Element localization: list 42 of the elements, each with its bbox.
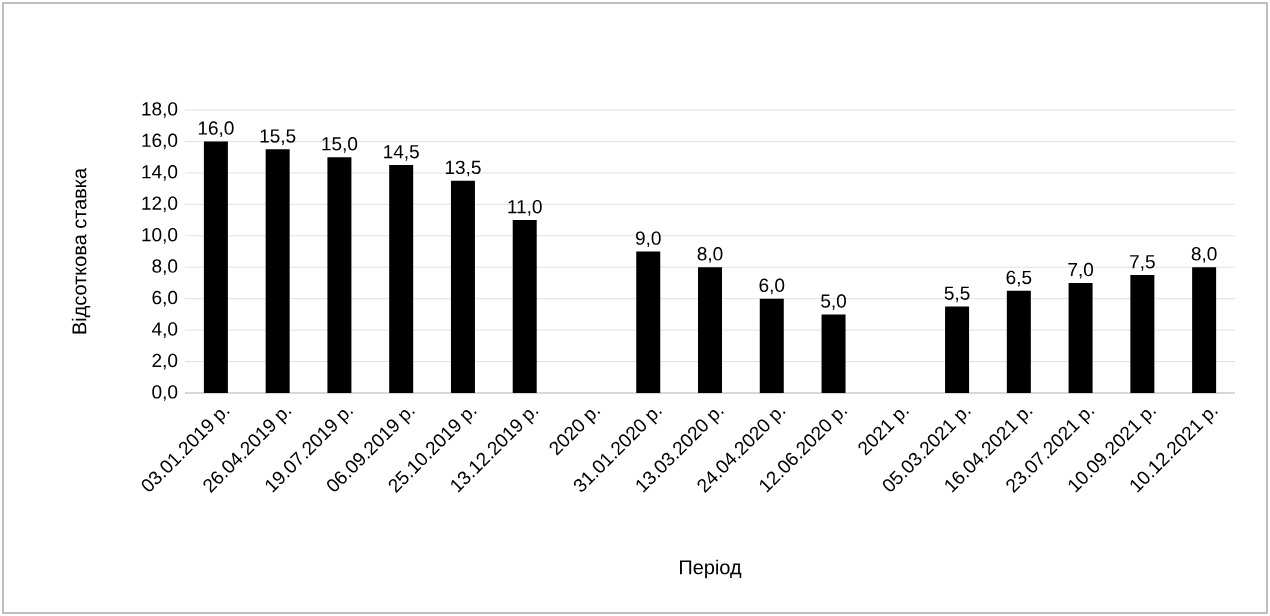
bar [759, 298, 784, 393]
y-tick-label: 10,0 [142, 227, 178, 244]
x-axis-title: Період [680, 559, 742, 579]
data-label: 15,0 [322, 137, 358, 153]
y-tick-label: 16,0 [142, 133, 178, 150]
bar [1006, 290, 1031, 393]
bar [203, 141, 228, 393]
bar [821, 314, 846, 393]
bar [1130, 275, 1155, 393]
y-tick-label: 14,0 [142, 165, 178, 181]
data-label: 16,0 [198, 121, 234, 138]
bar [636, 251, 661, 393]
y-tick-label: 8,0 [152, 259, 178, 276]
bar [1192, 267, 1217, 393]
bar [265, 149, 290, 393]
data-label: 11,0 [508, 199, 542, 216]
data-label: 14,5 [384, 145, 419, 161]
data-label: 9,0 [635, 231, 661, 248]
y-tick-label: 6,0 [152, 290, 178, 307]
bar [327, 157, 352, 393]
y-tick-label: 12,0 [142, 196, 178, 213]
bar [389, 165, 414, 393]
bar [945, 306, 970, 393]
bar [450, 180, 475, 393]
data-label: 7,5 [1130, 255, 1155, 271]
y-tick-label: 4,0 [151, 322, 178, 338]
data-label: 8,0 [1191, 247, 1217, 263]
bar [1068, 282, 1093, 393]
data-label: 8,0 [697, 247, 723, 263]
bar [512, 220, 537, 393]
data-label: 5,5 [944, 286, 970, 303]
y-tick-label: 18,0 [142, 102, 178, 118]
data-label: 6,5 [1006, 270, 1032, 287]
bar [698, 267, 723, 393]
y-tick-label: 2,0 [152, 353, 178, 370]
y-axis-title: Відсоткова ставка [71, 167, 91, 334]
data-label: 15,5 [260, 129, 296, 145]
data-label: 6,0 [759, 278, 785, 295]
data-label: 7,0 [1068, 262, 1094, 279]
data-label: 13,5 [445, 160, 481, 177]
data-label: 5,0 [821, 294, 846, 310]
y-tick-label: 0,0 [152, 385, 178, 401]
